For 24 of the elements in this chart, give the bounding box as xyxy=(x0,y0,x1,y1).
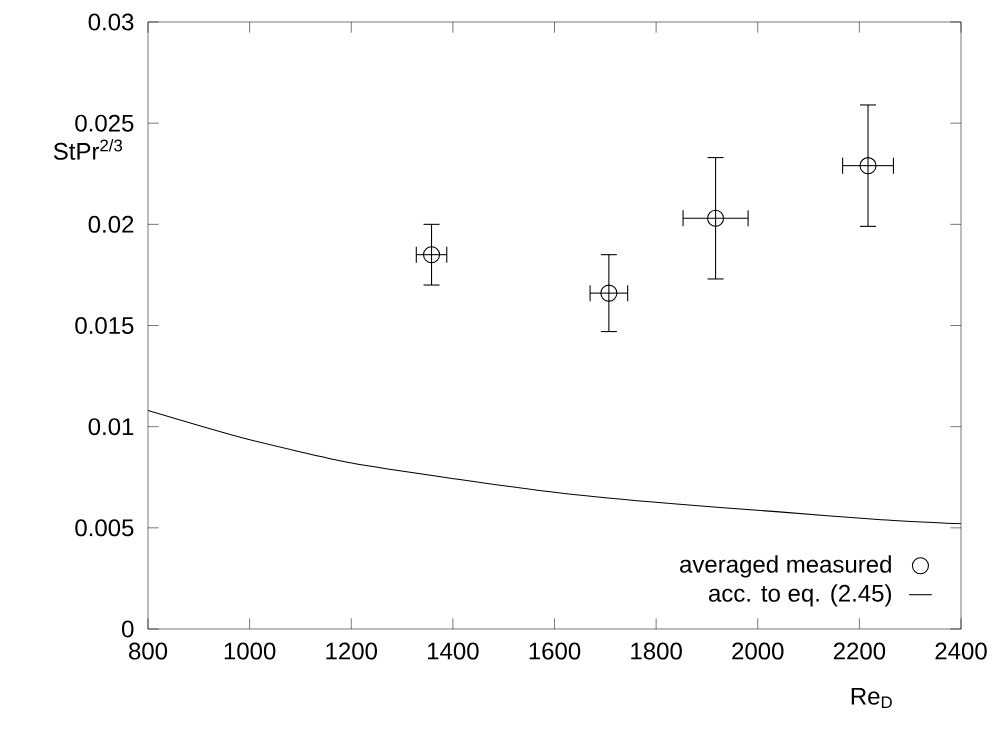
x-tick-label: 1000 xyxy=(224,642,276,660)
x-tick-label: 1200 xyxy=(326,642,378,660)
legend-label: acc. to eq. (2.45) xyxy=(709,584,891,607)
x-axis-title: Re$_{D}$ xyxy=(851,687,892,709)
y-tick-label: 0.03 xyxy=(88,13,134,31)
x-tick-label: 1400 xyxy=(428,642,479,660)
legend-label: averaged measured xyxy=(680,555,891,578)
point xyxy=(423,246,441,264)
point xyxy=(859,157,877,175)
point xyxy=(600,284,618,302)
y-tick-label: 0 xyxy=(122,620,134,638)
point xyxy=(707,209,725,227)
x-tick-label: 2200 xyxy=(833,642,886,660)
y-tick-label: 0.005 xyxy=(75,519,134,537)
x-tick-label: 1600 xyxy=(529,642,581,660)
x-tick-label: 1800 xyxy=(631,642,682,660)
y-tick-label: 0.025 xyxy=(75,114,134,132)
x-tick-label: 2400 xyxy=(935,642,987,660)
y-axis-title: StPr$^{2/3}$ xyxy=(53,139,123,160)
x-tick-label: 2000 xyxy=(732,642,784,660)
x-tick-label: 800 xyxy=(129,642,168,660)
y-tick-label: 0.02 xyxy=(88,215,134,233)
y-tick-label: 0.01 xyxy=(88,418,134,436)
y-tick-label: 0.015 xyxy=(75,316,134,334)
